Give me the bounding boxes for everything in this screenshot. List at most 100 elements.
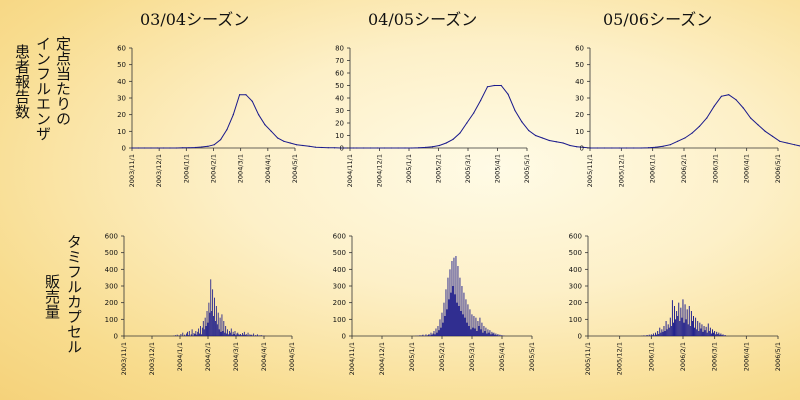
data-point (438, 144, 440, 147)
bar (231, 334, 233, 336)
bar (234, 331, 236, 336)
bar (242, 333, 243, 336)
bar (695, 317, 697, 336)
bar (422, 334, 424, 336)
data-point (411, 147, 413, 149)
data-point (321, 146, 323, 149)
bar (688, 306, 690, 336)
x-tick-label: 2006/5/1 (774, 342, 782, 371)
data-point (611, 147, 613, 149)
x-tick-label: 2005/11/1 (586, 154, 594, 187)
bar (713, 332, 715, 336)
data-point (742, 107, 744, 109)
bar (455, 256, 457, 336)
data-point (528, 129, 530, 132)
y-tick-label: 300 (333, 283, 346, 291)
data-point (289, 142, 291, 144)
x-tick-label: 2006/3/1 (711, 342, 719, 371)
x-tick-label: 2004/3/1 (237, 154, 245, 183)
bar (243, 331, 245, 336)
y-tick-label: 60 (117, 45, 126, 53)
bar (703, 326, 705, 336)
y-tick-label: 0 (122, 145, 126, 153)
x-tick-label: 2006/5/1 (774, 154, 782, 183)
bar (445, 289, 447, 336)
bar (651, 335, 653, 336)
chart-2: 0 10 20 30 40 50 60 70 80 2004/11/1 2004/12/1 2005/… (335, 45, 592, 187)
x-tick-label: 2005/11/1 (584, 342, 592, 375)
bar (242, 334, 244, 336)
x-tick-label: 2006/2/1 (680, 154, 688, 183)
bar (220, 331, 222, 336)
x-tick-label: 2005/1/1 (405, 154, 413, 183)
data-point (706, 117, 708, 119)
bar (675, 319, 677, 336)
y-tick-label: 60 (575, 45, 584, 53)
data-point (182, 147, 184, 149)
x-tick-label: 2006/4/1 (743, 154, 751, 183)
bar (660, 332, 662, 336)
bar (201, 334, 202, 336)
x-tick-label: 2004/2/1 (210, 154, 218, 183)
bar (256, 334, 258, 336)
bar (258, 335, 260, 336)
bar (436, 332, 438, 336)
bar (493, 332, 495, 336)
bar (462, 314, 464, 336)
bar (184, 334, 186, 336)
bar (206, 311, 208, 336)
data-point (245, 94, 247, 96)
data-point (786, 142, 788, 144)
bar (665, 321, 667, 336)
bar (652, 333, 654, 336)
bar (457, 266, 459, 336)
data-point (188, 147, 190, 149)
data-point (363, 147, 365, 149)
data-point (604, 147, 606, 149)
chart-1: 0 10 20 30 40 50 60 2003/11/1 2003/12/1 2004/1/1 2… (117, 45, 355, 187)
data-point (562, 142, 564, 144)
bar (429, 335, 431, 336)
x-tick-label: 2005/3/1 (464, 154, 472, 183)
bar (239, 334, 241, 336)
bar (694, 327, 696, 336)
y-tick-label: 400 (333, 266, 346, 274)
y-tick-label: 10 (335, 132, 344, 140)
bar (461, 286, 463, 336)
bar (198, 328, 200, 336)
data-point (163, 147, 165, 149)
bar (199, 333, 200, 336)
y-tick-label: 100 (333, 316, 346, 324)
data-point (486, 86, 489, 88)
bar (701, 324, 703, 336)
bar (685, 319, 687, 336)
x-tick-label: 2004/1/1 (176, 342, 184, 371)
bar (477, 321, 479, 336)
x-tick-label: 2006/2/1 (679, 342, 687, 371)
y-tick-label: 40 (335, 95, 344, 103)
bar (178, 335, 180, 336)
bar (439, 319, 441, 336)
data-point (213, 144, 215, 146)
bar (667, 324, 669, 336)
bar (223, 321, 225, 336)
bar (470, 329, 472, 336)
bar (437, 326, 439, 336)
data-point (713, 105, 715, 107)
bar (207, 322, 209, 336)
data-point (728, 94, 730, 96)
bar (441, 312, 443, 336)
bar (657, 331, 659, 336)
bar (428, 334, 430, 336)
x-tick-label: 2004/3/1 (232, 342, 240, 371)
bar (680, 307, 682, 336)
bar (497, 334, 499, 336)
x-tick-label: 2003/12/1 (148, 342, 156, 375)
bar (450, 292, 452, 336)
bar (205, 326, 207, 336)
x-tick-label: 2004/4/1 (264, 154, 272, 183)
bar (195, 331, 197, 336)
bar (219, 317, 221, 336)
bar (697, 321, 699, 336)
